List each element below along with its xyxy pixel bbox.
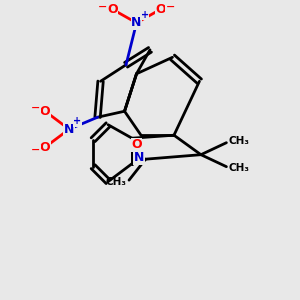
Text: O: O: [107, 3, 118, 16]
Text: +: +: [73, 116, 81, 126]
Text: −: −: [31, 145, 40, 155]
Text: −: −: [98, 2, 108, 11]
Text: CH₃: CH₃: [106, 177, 127, 187]
Text: CH₃: CH₃: [229, 163, 250, 173]
Text: +: +: [140, 10, 149, 20]
Text: O: O: [40, 141, 50, 154]
Text: N: N: [134, 151, 144, 164]
Text: −: −: [31, 103, 40, 113]
Text: −: −: [165, 2, 175, 11]
Text: N: N: [131, 16, 142, 29]
Text: N: N: [64, 123, 74, 136]
Text: CH₃: CH₃: [229, 136, 250, 146]
Text: O: O: [131, 138, 142, 151]
Text: O: O: [155, 3, 166, 16]
Text: O: O: [40, 105, 50, 118]
